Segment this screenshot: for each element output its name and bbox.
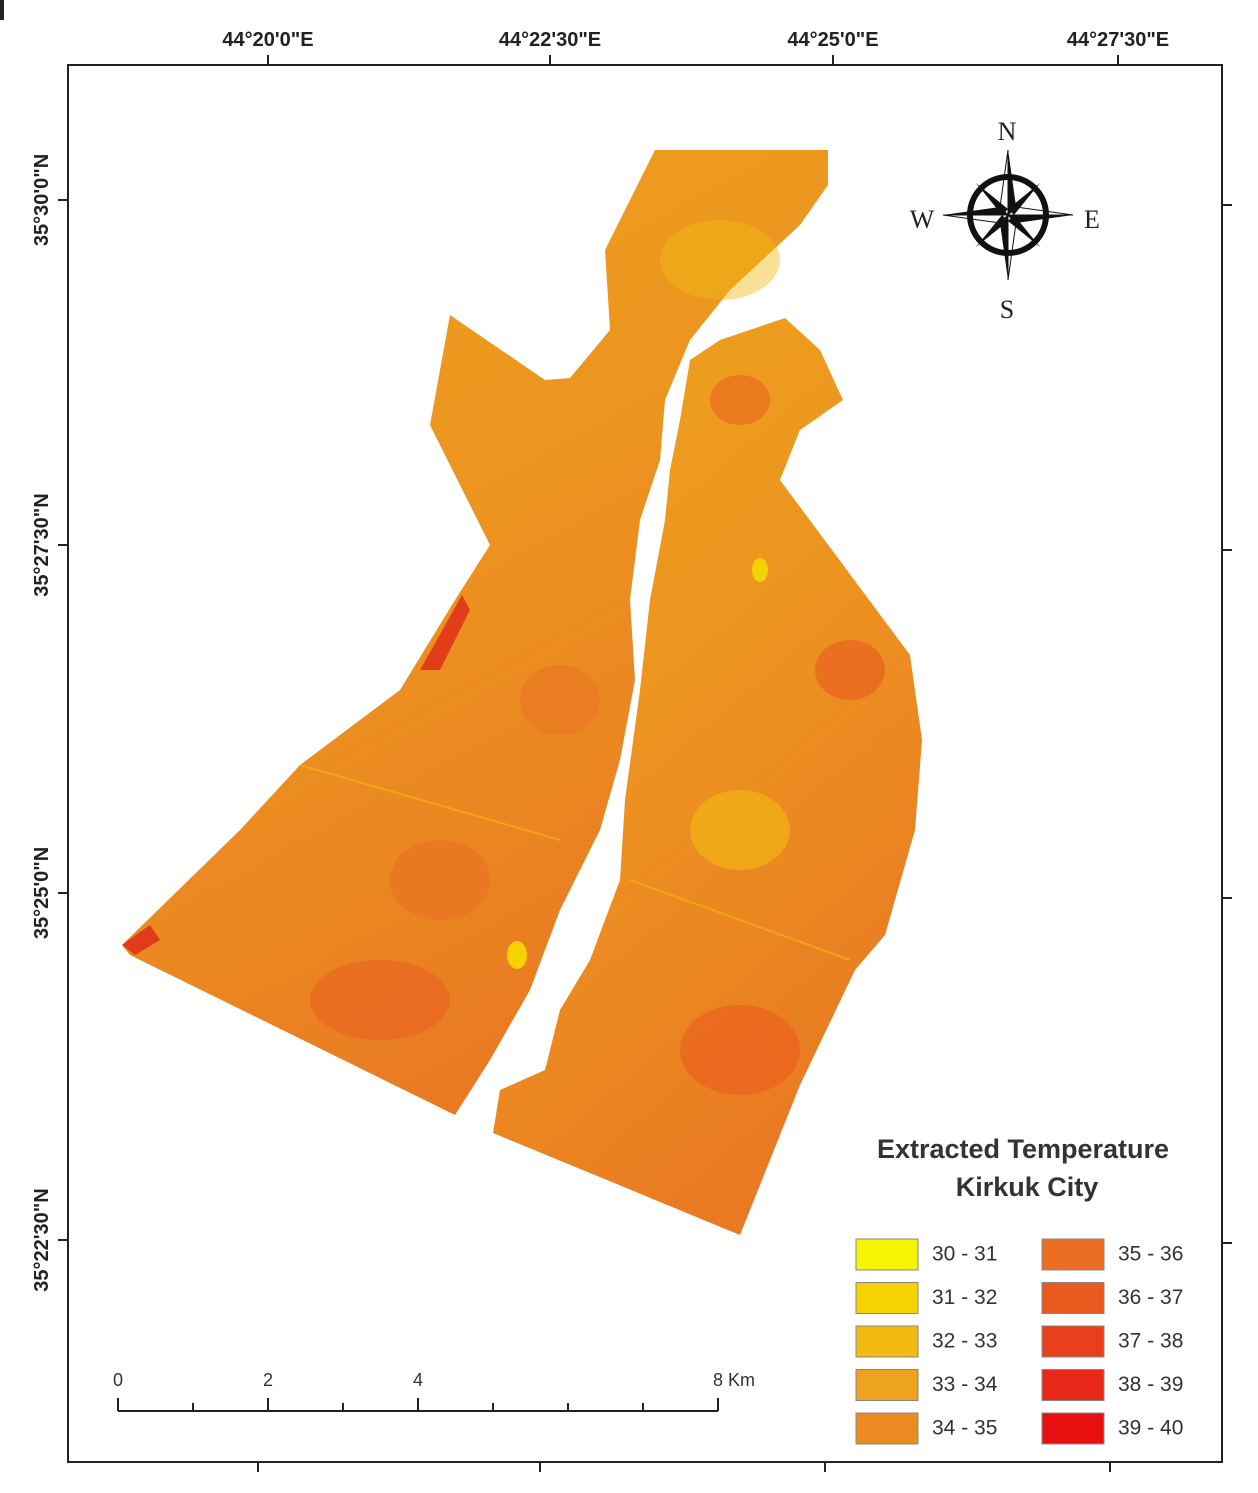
compass-east: E [1084, 205, 1100, 234]
legend-title: Kirkuk City [956, 1172, 1099, 1202]
legend-label: 34 - 35 [932, 1417, 997, 1440]
legend-label: 37 - 38 [1118, 1330, 1183, 1353]
legend-swatch [856, 1326, 918, 1357]
compass-north: N [998, 117, 1017, 146]
scale-label: 0 [113, 1370, 123, 1390]
scale-label: 4 [413, 1370, 423, 1390]
legend-swatch [856, 1283, 918, 1314]
scale-bar [118, 1398, 718, 1411]
latitude-label: 35°22'30"N [31, 1188, 53, 1291]
legend-label: 39 - 40 [1118, 1417, 1183, 1440]
scale-label: 2 [263, 1370, 273, 1390]
north-arrow [943, 150, 1073, 280]
legend: 30 - 31 31 - 32 32 - 33 33 - 34 34 - 35 35 - … [856, 1239, 1183, 1444]
scale-label: 8 Km [713, 1370, 755, 1390]
latitude-label: 35°30'0"N [31, 154, 53, 246]
latitude-label: 35°25'0"N [31, 847, 53, 939]
legend-label: 36 - 37 [1118, 1286, 1183, 1309]
legend-swatch [1042, 1326, 1104, 1357]
legend-swatch [856, 1239, 918, 1270]
corner-mark [0, 0, 4, 20]
longitude-label: 44°27'30"E [1067, 29, 1169, 51]
legend-label: 33 - 34 [932, 1373, 998, 1396]
legend-title: Extracted Temperature [877, 1134, 1169, 1164]
legend-swatch [856, 1370, 918, 1401]
temperature-raster [122, 150, 922, 1235]
legend-swatch [1042, 1239, 1104, 1270]
compass-west: W [910, 205, 935, 234]
longitude-label: 44°25'0"E [787, 29, 878, 51]
legend-label: 32 - 33 [932, 1330, 997, 1353]
legend-swatch [1042, 1283, 1104, 1314]
legend-swatch [1042, 1413, 1104, 1444]
legend-label: 30 - 31 [932, 1243, 997, 1266]
legend-label: 35 - 36 [1118, 1243, 1183, 1266]
compass-south: S [1000, 295, 1014, 324]
legend-label: 38 - 39 [1118, 1373, 1183, 1396]
longitude-label: 44°20'0"E [222, 29, 313, 51]
latitude-label: 35°27'30"N [31, 493, 53, 596]
map-figure: 44°20'0"E 44°22'30"E 44°25'0"E 44°27'30"… [0, 0, 1258, 1493]
legend-swatch [1042, 1370, 1104, 1401]
legend-swatch [856, 1413, 918, 1444]
legend-label: 31 - 32 [932, 1286, 997, 1309]
longitude-label: 44°22'30"E [499, 29, 601, 51]
